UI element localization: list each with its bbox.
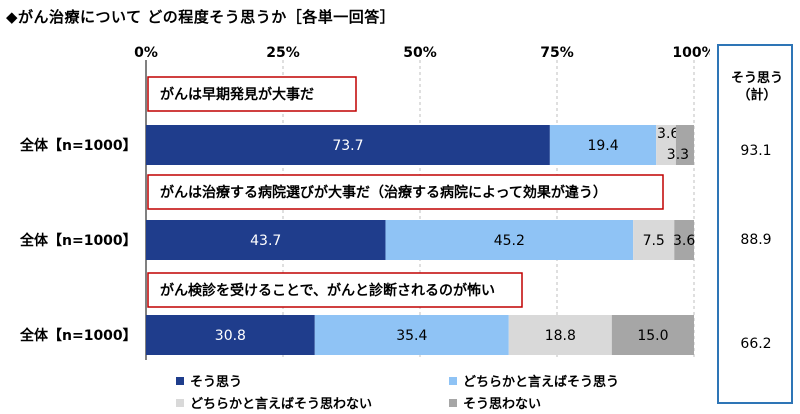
legend-item-3: どちらかと言えばそう思わない [176,393,372,412]
x-tick-label-1: 0% [134,45,158,61]
x-tick-label-2: 25% [266,45,300,61]
summary-value-3: 66.2 [740,336,772,352]
bar-g2-s2 [385,220,634,260]
data-label-g2-s2: 45.2 [494,233,525,249]
legend-item-4: そう思わない [449,393,541,412]
data-label-g2-s3: 7.5 [643,233,665,249]
data-label-g3-s3: 18.8 [545,328,576,344]
summary-title: そう思う （計） [719,70,795,104]
bar-g2-s1 [146,220,386,260]
x-tick-label-3: 50% [403,45,437,61]
question-callout-1 [147,76,357,112]
legend-swatch-4 [449,398,457,407]
data-label-g1-s4: 3.3 [667,147,689,163]
legend-label-4: そう思わない [463,397,542,412]
summary-value-2: 88.9 [740,232,772,248]
legend-label-3: どちらかと言えばそう思わない [190,397,373,412]
question-label-3: がん検診を受けることで、がんと診断されるのが怖い [160,282,495,299]
legend-swatch-2 [449,376,457,385]
data-label-g1-s2: 19.4 [587,138,618,154]
summary-title-line2: （計） [737,88,777,103]
legend-swatch-1 [176,376,184,385]
legend-item-2: どちらかと言えばそう思う [449,371,619,390]
bar-g1-s1 [146,125,550,165]
x-tick-label-4: 75% [540,45,574,61]
bar-g3-s3 [508,315,612,355]
bar-g1-s2 [549,125,657,165]
legend-label-1: そう思う [190,375,243,390]
legend-item-1: そう思う [176,371,242,390]
bar-g1-s3 [656,125,676,165]
data-label-g3-s2: 35.4 [396,328,427,344]
chart-title: ◆がん治療について どの程度そう思うか［各単一回答］ [6,8,396,26]
data-label-g3-s1: 30.8 [215,328,246,344]
summary-box: そう思う （計） 93.1 88.9 66.2 [717,44,793,404]
question-callout-3 [147,272,523,308]
legend-swatch-3 [176,398,184,407]
question-callout-2 [147,174,664,210]
row-label-3: 全体【n=1000】 [19,327,137,344]
data-label-g2-s4: 3.6 [673,233,695,249]
bar-g2-s4 [674,220,694,260]
bar-g2-s3 [633,220,675,260]
data-label-g3-s4: 15.0 [637,328,668,344]
question-label-2: がんは治療する病院選びが大事だ（治療する病院によって効果が違う） [160,184,607,201]
x-tick-label-5: 100% [672,45,710,61]
data-label-g1-s1: 73.7 [332,138,363,154]
summary-title-line1: そう思う [730,71,783,86]
question-label-1: がんは早期発見が大事だ [160,86,314,103]
bar-g3-s1 [146,315,315,355]
bar-g3-s2 [314,315,509,355]
data-label-g2-s1: 43.7 [250,233,281,249]
bar-g3-s4 [611,315,694,355]
row-label-1: 全体【n=1000】 [19,137,137,154]
data-label-g1-s3: 3.6 [657,126,679,142]
row-label-2: 全体【n=1000】 [19,232,137,249]
legend-label-2: どちらかと言えばそう思う [463,375,620,390]
bar-g1-s4 [675,125,694,165]
summary-value-1: 93.1 [740,143,772,159]
